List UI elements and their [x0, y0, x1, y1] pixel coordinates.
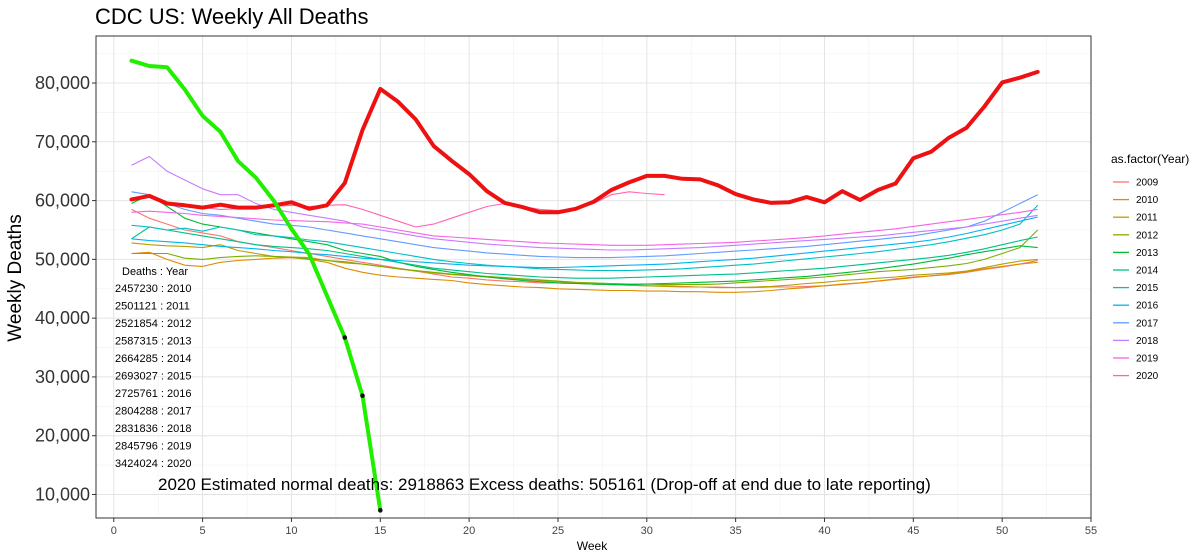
- y-tick-label: 70,000: [35, 132, 90, 152]
- x-tick-label: 0: [111, 525, 117, 537]
- chart-title: CDC US: Weekly All Deaths: [95, 4, 368, 29]
- legend-label-2020: 2020: [1136, 371, 1159, 382]
- excess-deaths-note: 2020 Estimated normal deaths: 2918863 Ex…: [158, 475, 931, 494]
- panel-background: [96, 36, 1091, 518]
- series-line-2010: [131, 251, 1038, 293]
- series-line-last-year-reporting: [129, 58, 383, 513]
- series-line-2012: [131, 229, 1039, 286]
- series-layer: [129, 58, 1040, 513]
- y-tick-label: 50,000: [35, 249, 90, 269]
- totals-title: Deaths : Year: [122, 266, 188, 278]
- series-line-2017: [131, 191, 1038, 259]
- legend-label-2012: 2012: [1136, 230, 1159, 241]
- x-tick-label: 40: [818, 525, 830, 537]
- y-tick-label: 80,000: [35, 73, 90, 93]
- totals-row: 2587315 : 2013: [115, 336, 191, 348]
- series-line-2016: [131, 216, 1038, 269]
- legend-label-2016: 2016: [1136, 301, 1159, 312]
- legend-label-2015: 2015: [1136, 283, 1159, 294]
- x-tick-label: 15: [374, 525, 386, 537]
- x-tick-label: 30: [641, 525, 653, 537]
- totals-row: 3424024 : 2020: [115, 458, 191, 470]
- legend-label-2018: 2018: [1136, 336, 1159, 347]
- totals-row: 2725761 : 2016: [115, 388, 191, 400]
- legend-title: as.factor(Year): [1111, 152, 1189, 166]
- totals-row: 2845796 : 2019: [115, 441, 191, 453]
- legend-label-2011: 2011: [1136, 213, 1158, 224]
- totals-row: 2804288 : 2017: [115, 406, 191, 418]
- legend: as.factor(Year) 2009 2010 2011 2012 2013 2014…: [1111, 152, 1189, 382]
- series-line-actual-2020: [129, 69, 1040, 215]
- totals-row: 2501121 : 2011: [115, 301, 190, 313]
- y-axis-title: Weekly Deaths: [5, 214, 26, 341]
- totals-row: 2457230 : 2010: [115, 283, 191, 295]
- legend-label-2019: 2019: [1136, 354, 1159, 365]
- x-tick-label: 50: [996, 525, 1008, 537]
- legend-label-2009: 2009: [1136, 178, 1159, 189]
- marked-point-week-13: [342, 335, 348, 340]
- axes-layer: 0 5 10 15 20 25 30 35 40 45 50 55 10,000 20,000 30,000…: [35, 35, 1097, 537]
- series-line-2015: [131, 204, 1039, 272]
- series-line-2013: [131, 194, 1038, 286]
- y-tick-label: 10,000: [35, 484, 90, 504]
- legend-label-2010: 2010: [1136, 195, 1159, 206]
- y-tick-label: 20,000: [35, 426, 90, 446]
- marked-point-week-14: [360, 393, 365, 399]
- y-tick-label: 60,000: [35, 191, 90, 211]
- marked-point-week-15: [377, 508, 383, 513]
- x-tick-label: 25: [552, 525, 564, 537]
- yearly-totals-annotation: Deaths : Year 2457230 : 2010 2501121 : 20…: [115, 266, 191, 470]
- x-tick-label: 55: [1085, 525, 1097, 537]
- x-tick-label: 35: [730, 525, 742, 537]
- series-line-2019: [131, 208, 1038, 246]
- totals-row: 2693027 : 2015: [115, 371, 191, 383]
- x-axis-title: Week: [577, 539, 608, 553]
- totals-row: 2521854 : 2012: [115, 318, 191, 330]
- x-tick-label: 20: [463, 525, 475, 537]
- panel-border: [95, 35, 1092, 519]
- y-tick-label: 40,000: [35, 308, 90, 328]
- totals-row: 2831836 : 2018: [115, 423, 191, 435]
- x-tick-label: 10: [285, 525, 297, 537]
- totals-row: 2664285 : 2014: [115, 353, 191, 365]
- series-line-2014: [131, 226, 1038, 279]
- legend-label-2014: 2014: [1136, 266, 1159, 277]
- x-tick-label: 5: [200, 525, 206, 537]
- legend-label-2013: 2013: [1136, 248, 1159, 259]
- legend-label-2017: 2017: [1136, 318, 1159, 329]
- series-line-2018: [131, 155, 1038, 251]
- y-tick-label: 30,000: [35, 367, 90, 387]
- plot-panel: [96, 36, 1092, 518]
- x-tick-label: 45: [907, 525, 919, 537]
